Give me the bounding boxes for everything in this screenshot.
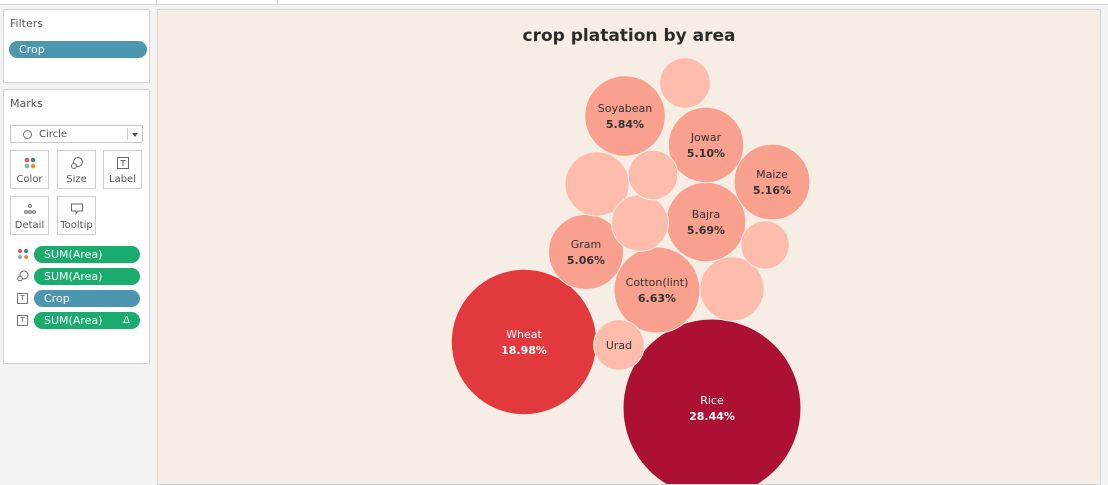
size-button-label: Size <box>66 174 87 185</box>
dropdown-divider <box>127 128 128 140</box>
bubble-group: Rice 28.44% Wheat 18.98% Cotton(lint) 6.63% So… <box>450 57 811 484</box>
circle-icon <box>23 130 32 139</box>
chart-title: crop platation by area <box>523 26 736 46</box>
color-button[interactable]: Color <box>10 150 49 189</box>
shelf-pill-size-sum-area[interactable]: SUM(Area) <box>34 268 140 285</box>
bubble-maize[interactable] <box>733 143 811 221</box>
bubble-unlabeled-14[interactable] <box>740 220 790 270</box>
toolbar-divider <box>156 0 157 4</box>
bubble-label: Maize <box>756 168 788 181</box>
marks-title: Marks <box>10 97 43 110</box>
chevron-down-icon <box>132 133 138 137</box>
mark-type-dropdown[interactable]: Circle <box>10 125 143 143</box>
bubble-jowar[interactable] <box>667 106 745 184</box>
bubble-value-label: 5.69% <box>687 224 725 237</box>
text-icon <box>104 156 141 170</box>
mark-type-value: Circle <box>39 129 68 140</box>
tooltip-button-label: Tooltip <box>60 220 93 231</box>
bubble-label: Cotton(lint) <box>626 276 689 289</box>
label-button-label: Label <box>109 174 136 185</box>
color-icon <box>18 249 28 259</box>
bubble-value-label: 5.06% <box>567 254 605 267</box>
shelf-pill-color-sum-area[interactable]: SUM(Area) <box>34 246 140 263</box>
bubble-label: Rice <box>700 394 724 407</box>
detail-button-label: Detail <box>14 220 45 231</box>
bubble-unlabeled-9[interactable] <box>564 151 630 217</box>
marks-card: Marks Circle Color Size <box>3 89 150 364</box>
bubble-soyabean[interactable] <box>584 75 666 157</box>
bubble-label: Gram <box>571 238 602 251</box>
bubble-bajra[interactable] <box>665 181 747 263</box>
toolbar-strip <box>0 0 1108 5</box>
bubble-cotton-lint-[interactable] <box>613 246 701 334</box>
text-icon: T <box>17 315 28 326</box>
size-icon <box>58 156 95 170</box>
bubble-wheat[interactable] <box>450 268 598 416</box>
size-icon <box>17 270 29 282</box>
table-calc-delta-icon: Δ <box>123 315 130 326</box>
bubble-label: Jowar <box>690 131 722 144</box>
bubble-label: Wheat <box>506 328 542 341</box>
viz-canvas: crop platation by area Rice 28.44% Wheat 18… <box>157 9 1101 485</box>
bubble-unlabeled-12[interactable] <box>659 57 711 109</box>
packed-bubble-chart: crop platation by area Rice 28.44% Wheat 18… <box>450 26 811 484</box>
bubble-unlabeled-13[interactable] <box>627 149 679 201</box>
shelf-pill-label-crop[interactable]: Crop <box>34 290 140 307</box>
bubble-value-label: 6.63% <box>638 292 676 305</box>
toolbar-divider <box>277 0 278 4</box>
bubble-value-label: 5.84% <box>606 118 644 131</box>
bubble-label: Bajra <box>692 208 721 221</box>
tooltip-button[interactable]: Tooltip <box>57 196 96 235</box>
bubble-value-label: 18.98% <box>501 344 547 357</box>
size-button[interactable]: Size <box>57 150 96 189</box>
bubble-urad[interactable] <box>593 319 645 371</box>
bubble-label: Soyabean <box>598 102 652 115</box>
tooltip-icon <box>58 202 95 216</box>
color-button-label: Color <box>16 174 43 185</box>
bubble-rice[interactable] <box>622 318 802 484</box>
bubble-value-label: 5.10% <box>687 147 725 160</box>
detail-button[interactable]: Detail <box>10 196 49 235</box>
text-icon: T <box>17 293 28 304</box>
shelf-pill-label-sum-area[interactable]: SUM(Area) Δ <box>34 312 140 329</box>
shelf-pill-text: SUM(Area) <box>44 314 103 327</box>
filter-pill-crop[interactable]: Crop <box>9 41 147 58</box>
bubble-unlabeled-10[interactable] <box>699 256 765 322</box>
detail-icon <box>11 202 48 216</box>
color-icon <box>11 156 48 170</box>
filters-title: Filters <box>10 17 43 30</box>
bubble-value-label: 5.16% <box>753 184 791 197</box>
bubble-value-label: 28.44% <box>689 410 735 423</box>
filters-card: Filters Crop <box>3 9 150 83</box>
label-button[interactable]: Label <box>103 150 142 189</box>
bubble-unlabeled-11[interactable] <box>611 194 669 252</box>
bubble-label: Urad <box>606 339 632 352</box>
